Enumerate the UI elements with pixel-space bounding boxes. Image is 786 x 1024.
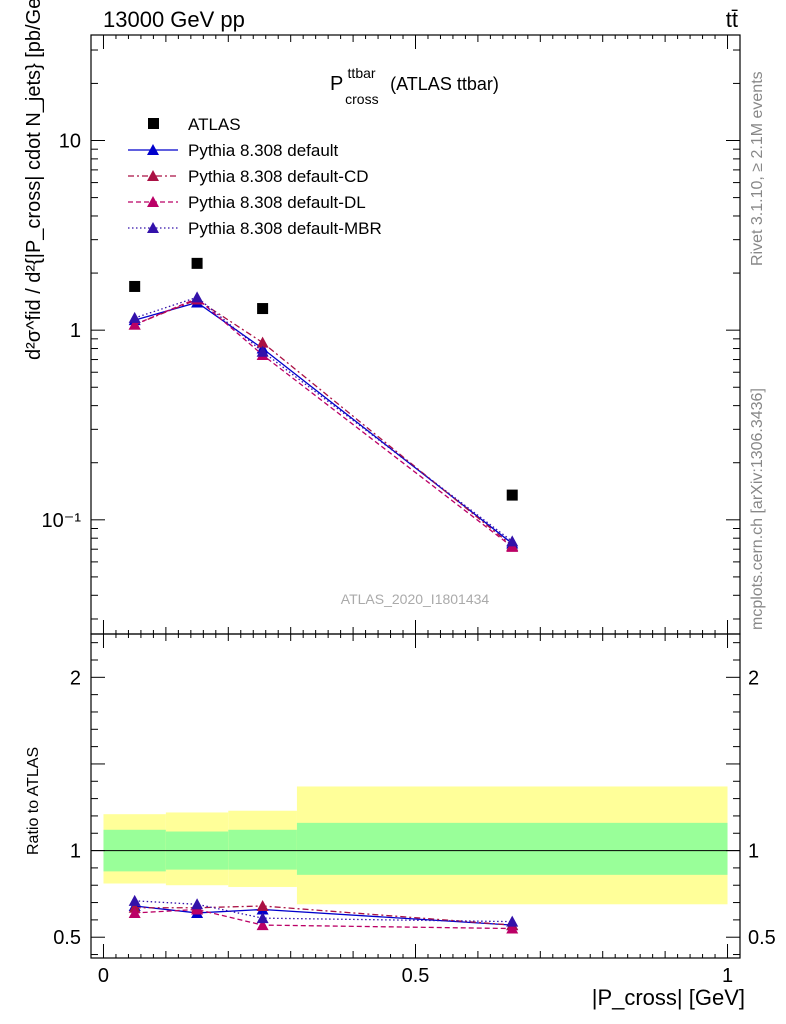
- ratio-data-point: [128, 894, 141, 906]
- energy-label: 13000 GeV pp: [103, 7, 245, 32]
- ratio-data-point: [506, 915, 519, 927]
- tick-labels: 0 0.5 1 10⁻¹ 1 10 0.5 0.5 1 1 2 2: [42, 131, 776, 987]
- ratio-panel-border: [90, 633, 741, 959]
- mc-series-line: [134, 296, 513, 542]
- ratio-y-tick-label-right: 0.5: [748, 927, 776, 949]
- mc-series-line: [134, 298, 513, 547]
- mc-series-line: [134, 301, 513, 545]
- ratio-y-tick-label-left: 1: [70, 841, 81, 863]
- ratio-series-line: [134, 908, 513, 930]
- atlas-data-point: [191, 257, 203, 269]
- ratio-series-line: [134, 905, 513, 926]
- ratio-data-point: [256, 912, 269, 924]
- y-main-tick-label: 1: [70, 320, 81, 342]
- ratio-data-point: [256, 900, 269, 912]
- legend-marker: [147, 144, 159, 155]
- plot-title: P ttbar cross (ATLAS ttbar): [330, 61, 499, 109]
- ratio-series-group: [128, 894, 519, 934]
- ratio-y-tick-label-right: 2: [748, 667, 759, 689]
- ratio-data-point: [256, 919, 269, 931]
- x-axis-label: |P_cross| [GeV]: [592, 985, 745, 1010]
- x-tick-label: 1: [722, 965, 733, 987]
- ratio-panel-frame: [90, 633, 741, 959]
- legend-marker: [147, 222, 159, 233]
- title-main: P: [330, 73, 343, 95]
- legend: ATLAS Pythia 8.308 default Pythia 8.308 de…: [128, 115, 382, 238]
- atlas-data-point: [129, 280, 141, 292]
- analysis-watermark: ATLAS_2020_I1801434: [341, 591, 490, 607]
- legend-label: Pythia 8.308 default-CD: [188, 167, 369, 186]
- mc-data-point: [128, 311, 141, 323]
- mcplots-label: mcplots.cern.ch [arXiv:1306.3436]: [749, 388, 766, 630]
- x-tick-label: 0.5: [402, 965, 430, 987]
- title-subscript: cross: [345, 91, 378, 107]
- y-main-tick-label: 10⁻¹: [42, 510, 82, 532]
- mc-data-point: [506, 540, 519, 552]
- y-axis-label-ratio: Ratio to ATLAS: [25, 747, 42, 855]
- mc-data-point: [256, 336, 269, 348]
- green-band: [228, 829, 297, 870]
- atlas-data-point: [506, 489, 518, 501]
- ratio-y-tick-label-right: 1: [748, 841, 759, 863]
- ratio-y-tick-label-left: 2: [70, 667, 81, 689]
- atlas-data-point: [257, 303, 269, 315]
- main-panel-frame: [90, 34, 741, 958]
- ratio-data-point: [191, 898, 204, 910]
- legend-marker-atlas: [148, 118, 159, 129]
- main-series-group: [128, 257, 519, 552]
- ratio-series-line: [134, 905, 513, 926]
- title-suffix: (ATLAS ttbar): [390, 74, 499, 94]
- mc-data-point: [128, 318, 141, 330]
- y-axis-label-main: d²σ^fid / d²{|P_cross| cdot N_jets} [pb/…: [23, 0, 45, 360]
- legend-marker: [147, 196, 159, 207]
- legend-label: Pythia 8.308 default: [188, 141, 339, 160]
- ratio-uncertainty-bands: [103, 786, 728, 905]
- green-band: [296, 822, 728, 875]
- legend-label: Pythia 8.308 default-MBR: [188, 219, 382, 238]
- ratio-y-tick-label-left: 0.5: [53, 927, 81, 949]
- mc-data-point: [506, 535, 519, 547]
- y-main-tick-label: 10: [59, 131, 81, 153]
- title-superscript: ttbar: [348, 65, 376, 81]
- legend-label: ATLAS: [188, 115, 241, 134]
- ratio-data-point: [506, 922, 519, 934]
- x-tick-label: 0: [98, 965, 109, 987]
- rivet-label: Rivet 3.1.10, ≥ 2.1M events: [749, 71, 766, 266]
- legend-marker: [147, 170, 159, 181]
- mc-data-point: [256, 345, 269, 357]
- mc-data-point: [191, 291, 204, 303]
- process-label: tt̄: [726, 7, 738, 32]
- ratio-data-point: [128, 906, 141, 918]
- y-axis-label-main-text: d²σ^fid / d²{|P_cross| cdot N_jets} [pb/…: [23, 0, 45, 360]
- mc-series-line: [134, 297, 513, 548]
- legend-label: Pythia 8.308 default-DL: [188, 193, 366, 212]
